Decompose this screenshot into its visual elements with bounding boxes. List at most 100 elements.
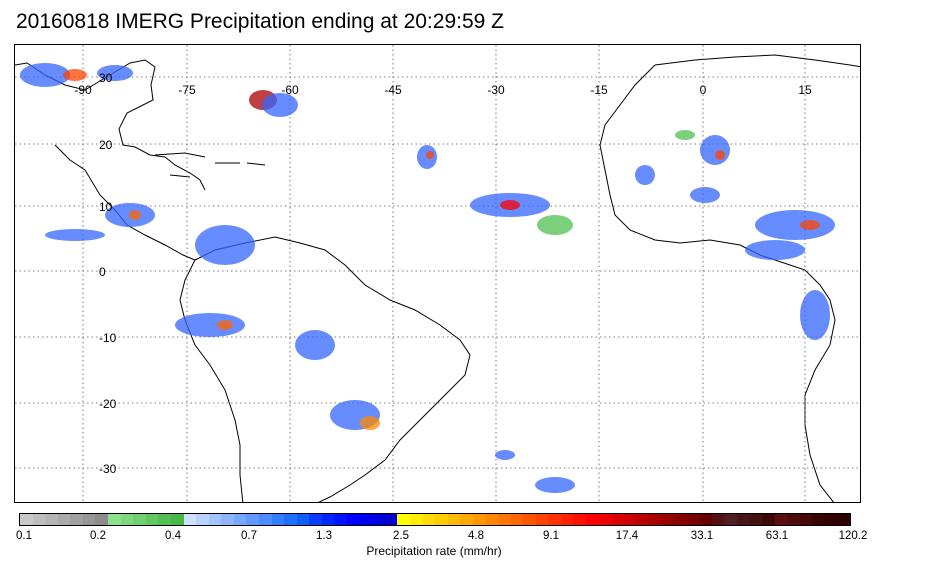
- precipitation-cell: [700, 135, 730, 165]
- colorbar-swatch: [321, 514, 335, 525]
- precipitation-cell: [195, 225, 255, 265]
- colorbar-swatch: [208, 514, 222, 525]
- colorbar-swatch: [409, 514, 423, 525]
- latitude-label: 20: [99, 138, 113, 152]
- colorbar-swatch: [397, 514, 410, 525]
- colorbar-swatch: [258, 514, 272, 525]
- colorbar-swatch: [510, 514, 524, 525]
- precipitation-cell: [217, 320, 233, 330]
- colorbar-swatch: [749, 514, 763, 525]
- colorbar-swatch: [799, 514, 813, 525]
- colorbar-swatch: [674, 514, 687, 525]
- colorbar-swatch: [196, 514, 209, 525]
- precipitation-cell: [262, 93, 298, 117]
- colorbar-tick-label: 120.2: [838, 530, 868, 542]
- colorbar-tick-label: 9.1: [543, 530, 559, 542]
- colorbar-swatch: [472, 514, 486, 525]
- colorbar-tick-label: 4.8: [468, 530, 484, 542]
- latitude-labels: 30 20 10 0 -10 -20 -30: [99, 71, 117, 476]
- precipitation-cell: [175, 313, 245, 337]
- colorbar-swatch: [296, 514, 310, 525]
- colorbar-swatch: [45, 514, 58, 525]
- precipitation-cell: [800, 290, 830, 340]
- colorbar-swatch: [648, 514, 662, 525]
- colorbar-tick-label: 0.7: [241, 530, 257, 542]
- colorbar-swatch: [32, 514, 46, 525]
- colorbar-swatch: [246, 514, 259, 525]
- colorbar-swatch: [686, 514, 700, 525]
- colorbar-swatch: [158, 514, 171, 525]
- longitude-label: -45: [384, 83, 402, 97]
- central-america-coast: [54, 144, 196, 261]
- colorbar-swatch: [70, 514, 83, 525]
- colorbar-swatch: [787, 514, 800, 525]
- colorbar-swatch: [233, 514, 247, 525]
- precipitation-field: [20, 63, 835, 493]
- longitude-label: 15: [798, 83, 812, 97]
- colorbar-swatch: [611, 514, 624, 525]
- precipitation-cell: [45, 229, 105, 241]
- colorbar-swatch: [284, 514, 297, 525]
- colorbar-swatch: [736, 514, 750, 525]
- lat-lon-grid: [15, 45, 860, 502]
- colorbar-swatch: [460, 514, 473, 525]
- colorbar-swatch: [57, 514, 71, 525]
- colorbar-swatch: [711, 514, 725, 525]
- colorbar-swatch: [221, 514, 234, 525]
- map-title: 20160818 IMERG Precipitation ending at 2…: [16, 10, 504, 33]
- colorbar-swatch: [82, 514, 96, 525]
- colorbar-tick-label: 1.3: [316, 530, 332, 542]
- colorbar-swatch: [170, 514, 184, 525]
- colorbar-title: Precipitation rate (mm/hr): [366, 544, 502, 558]
- colorbar-swatch: [699, 514, 712, 525]
- colorbar-swatch: [560, 514, 574, 525]
- colorbar-swatch: [548, 514, 561, 525]
- precipitation-cell: [495, 450, 515, 460]
- colorbar-swatch: [133, 514, 146, 525]
- precipitation-cell: [745, 240, 805, 260]
- latitude-label: 10: [99, 200, 113, 214]
- colorbar-swatch: [384, 514, 398, 525]
- colorbar-swatch: [372, 514, 385, 525]
- colorbar-swatch: [535, 514, 549, 525]
- colorbar-swatch: [183, 514, 197, 525]
- colorbar-swatch: [774, 514, 788, 525]
- colorbar-tick-label: 0.4: [165, 530, 181, 542]
- colorbar-swatch: [359, 514, 373, 525]
- colorbar-swatch: [309, 514, 322, 525]
- precipitation-cell: [537, 215, 573, 235]
- precipitation-colorbar: [19, 513, 851, 526]
- colorbar-swatch: [497, 514, 511, 525]
- colorbar-swatch: [586, 514, 599, 525]
- colorbar-swatch: [447, 514, 461, 525]
- map-canvas: -90 -75 -60 -45 -30 -15 0 15 30 20 10 0 -10 -20 -30: [15, 45, 860, 502]
- coastlines: [15, 54, 860, 502]
- colorbar-swatch: [20, 514, 33, 525]
- colorbar-swatch: [485, 514, 498, 525]
- precipitation-cell: [295, 330, 335, 360]
- precipitation-cell: [635, 165, 655, 185]
- south-america-coast: [179, 236, 471, 502]
- latitude-label: 0: [99, 265, 106, 279]
- longitude-labels: -90 -75 -60 -45 -30 -15 0 15: [74, 83, 812, 97]
- colorbar-swatch: [120, 514, 134, 525]
- africa-coast: [599, 54, 860, 502]
- latitude-label: 30: [99, 71, 113, 85]
- colorbar-swatch: [812, 514, 825, 525]
- longitude-label: -15: [590, 83, 608, 97]
- north-america-coast: [15, 59, 206, 191]
- colorbar-tick-label: 2.5: [393, 530, 409, 542]
- colorbar-swatch: [145, 514, 159, 525]
- longitude-label: -75: [178, 83, 196, 97]
- colorbar-swatch: [623, 514, 637, 525]
- colorbar-swatch: [422, 514, 436, 525]
- colorbar-tick-label: 17.4: [615, 530, 639, 542]
- precipitation-cell: [690, 187, 720, 203]
- precipitation-map: -90 -75 -60 -45 -30 -15 0 15 30 20 10 0 -10 -20 -30: [14, 44, 861, 503]
- colorbar-swatch: [108, 514, 121, 525]
- precipitation-cell: [715, 150, 725, 160]
- colorbar-swatch: [837, 514, 851, 525]
- colorbar-swatch: [724, 514, 737, 525]
- precipitation-cell: [360, 416, 380, 430]
- precipitation-cell: [63, 69, 87, 81]
